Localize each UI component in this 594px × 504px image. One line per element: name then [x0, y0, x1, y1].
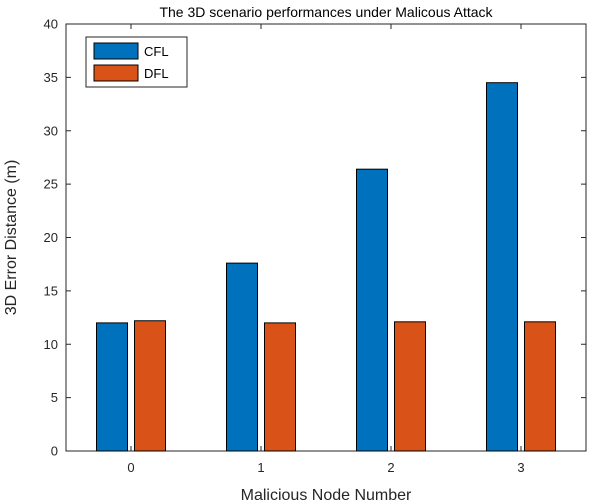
bar-cfl-3	[486, 82, 518, 452]
x-axis-ticks: 0 1 2 3	[127, 24, 525, 475]
legend-label-dfl: DFL	[144, 66, 169, 81]
y-tick-label: 30	[44, 123, 58, 138]
bar-dfl-2	[394, 321, 426, 452]
legend-swatch-dfl	[93, 64, 139, 82]
bar-cfl-0	[96, 322, 128, 452]
x-tick-label: 0	[127, 460, 134, 475]
bar-cfl-1	[226, 262, 258, 452]
legend: CFL DFL	[85, 36, 188, 88]
legend-swatch-cfl	[93, 42, 139, 60]
x-tick-label: 2	[387, 460, 394, 475]
x-tick-label: 1	[257, 460, 264, 475]
bar-cfl-2	[356, 168, 388, 452]
y-tick-label: 10	[44, 337, 58, 352]
legend-label-cfl: CFL	[144, 44, 169, 59]
chart-title: The 3D scenario performances under Malic…	[159, 4, 493, 20]
y-tick-label: 35	[44, 70, 58, 85]
y-axis-label: 3D Error Distance (m)	[3, 160, 20, 316]
bar-dfl-1	[264, 322, 296, 452]
y-tick-label: 40	[44, 17, 58, 32]
y-axis-ticks: 0 5 10 15 20 25 30 35 40	[44, 17, 586, 459]
y-tick-label: 20	[44, 230, 58, 245]
bar-dfl-0	[134, 320, 166, 452]
x-tick-label: 3	[517, 460, 524, 475]
y-tick-label: 25	[44, 177, 58, 192]
y-tick-label: 0	[51, 444, 58, 459]
bar-dfl-3	[524, 321, 556, 452]
y-tick-label: 15	[44, 283, 58, 298]
y-tick-label: 5	[51, 390, 58, 405]
bars-group	[96, 82, 556, 452]
x-axis-label: Malicious Node Number	[241, 487, 412, 504]
